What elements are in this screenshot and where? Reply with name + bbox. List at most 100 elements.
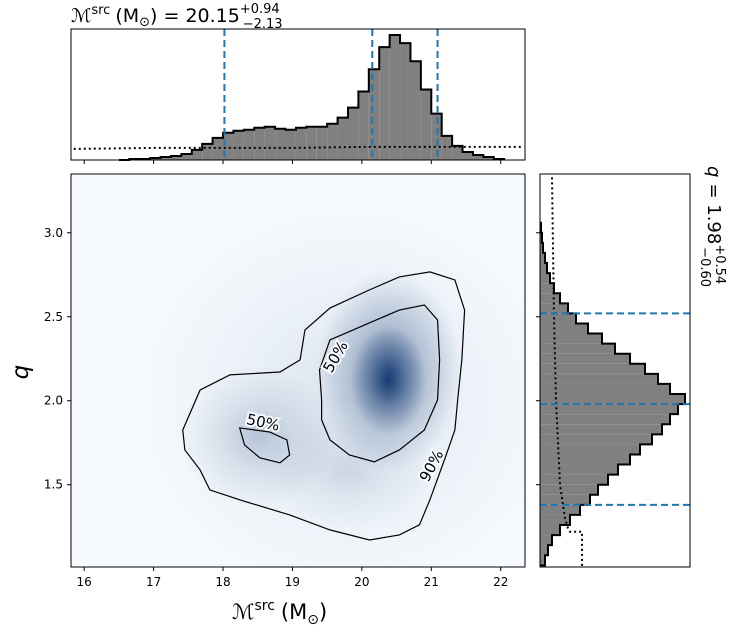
hist-bar (540, 313, 576, 324)
plot-frame (70, 173, 526, 568)
hist-bar (337, 117, 348, 160)
hist-bar (358, 91, 369, 160)
hist-bar (150, 157, 161, 160)
hist-bar (160, 156, 171, 160)
x-histogram (73, 29, 522, 161)
hist-bar (223, 132, 234, 160)
hist-bar (540, 504, 580, 515)
hist-bar (327, 123, 338, 160)
hist-bar (431, 113, 442, 160)
hist-bar (540, 464, 618, 475)
hist-bar (540, 484, 598, 495)
hist-bar (316, 126, 328, 160)
hist-bar (540, 333, 602, 344)
hist-bar (540, 383, 670, 395)
ytitle-upper: +0.54 (712, 244, 727, 284)
hist-bar (368, 69, 380, 160)
hist-bar (540, 242, 543, 253)
hist-bar (540, 444, 640, 455)
hist-bar (462, 151, 473, 160)
hist-bar (540, 353, 630, 364)
x-axis-label: ℳsrc (M⊙) (232, 598, 327, 628)
hist-bar (181, 153, 192, 160)
title-close: ) = 20.15 (150, 5, 240, 27)
x-tick-label: 17 (146, 575, 161, 589)
hist-bar (347, 107, 359, 160)
title-unit-sub: ⊙ (139, 15, 150, 30)
ytitle-symbol: q (703, 166, 724, 177)
xlabel-unit-sub: ⊙ (307, 612, 319, 628)
hist-bar (254, 127, 265, 160)
hist-bar (243, 129, 255, 160)
hist-bar (540, 363, 645, 374)
hist-bar (540, 252, 545, 264)
hist-bar (389, 35, 401, 160)
hist-bar (472, 154, 484, 160)
y-tick-label: 2.5 (44, 310, 63, 324)
hist-bar (540, 474, 608, 485)
hist-bar (540, 373, 658, 384)
hist-bar (540, 404, 678, 415)
x-tick-label: 19 (285, 575, 300, 589)
hist-bar (306, 126, 317, 160)
ytitle-lower: −0.60 (697, 247, 712, 287)
contour (238, 427, 291, 464)
ytitle-close: = 1.98 (703, 183, 724, 244)
density-blob (350, 325, 427, 436)
xlabel-symbol: ℳ (232, 600, 254, 624)
hist-bar (540, 263, 547, 274)
hist-bar (540, 555, 545, 566)
prior-line (551, 177, 583, 567)
title-symbol: ℳ (71, 5, 91, 27)
hist-bar (285, 129, 296, 160)
y-axis-label: q (8, 365, 34, 380)
x-tick-label: 22 (493, 575, 508, 589)
hist-bar (275, 128, 286, 160)
right-frame (539, 173, 691, 568)
y-histogram (540, 177, 686, 567)
hist-bar (264, 126, 276, 160)
contour (182, 271, 466, 541)
title-unit: (M (115, 5, 139, 27)
y-title: q = 1.98+0.54−0.60 (697, 166, 727, 287)
title-lower: −2.13 (243, 17, 283, 32)
y-tick-label: 1.5 (44, 478, 63, 492)
density-layer (122, 190, 525, 567)
contour (318, 304, 441, 463)
hist-bar (540, 424, 662, 435)
title-upper: +0.94 (240, 2, 280, 17)
hist-bar (540, 273, 550, 284)
hist-bar (540, 545, 548, 556)
hist-bar (540, 434, 652, 445)
hist-bar (452, 145, 463, 160)
x-tick-label: 16 (77, 575, 92, 589)
hist-bar (295, 127, 307, 160)
title-sup: src (91, 3, 110, 18)
hist-bar (170, 155, 182, 160)
hist-bar (420, 89, 432, 160)
x-tick-label: 21 (424, 575, 439, 589)
hist-bar (212, 137, 224, 160)
y-tick-label: 3.0 (44, 226, 63, 240)
hist-bar (540, 293, 560, 304)
xlabel-close: ) (319, 600, 327, 624)
hist-bar (540, 454, 630, 465)
hist-bar (540, 323, 588, 334)
hist-bar (540, 283, 554, 294)
hist-bar (540, 525, 560, 536)
hist-bar (441, 135, 453, 160)
xlabel-sup: src (254, 598, 274, 614)
hist-bar (540, 494, 590, 505)
hist-outline (118, 34, 506, 161)
x-tick-label: 18 (215, 575, 230, 589)
hist-bar (191, 149, 203, 160)
hist-bar (540, 514, 570, 526)
hist-bar (379, 47, 390, 161)
hist-bar (483, 156, 494, 160)
x-tick-label: 20 (354, 575, 369, 589)
hist-bar (410, 61, 421, 160)
y-tick-label: 2.0 (44, 394, 63, 408)
hist-bar (400, 43, 411, 160)
hist-outline (540, 221, 686, 567)
